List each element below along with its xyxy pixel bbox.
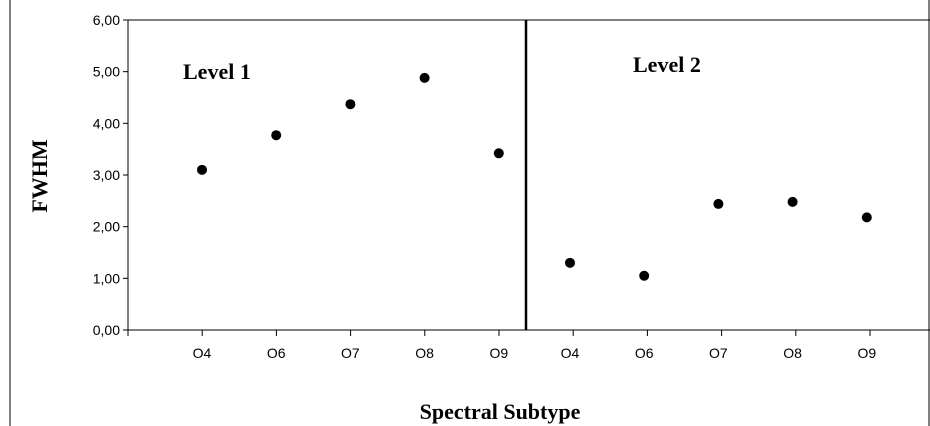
level-1-label: Level 1 [183, 59, 251, 84]
data-point [271, 130, 282, 141]
y-tick-label: 5,00 [93, 64, 120, 80]
data-point [197, 164, 207, 175]
data-point [345, 99, 356, 110]
x-tick-label: O7 [709, 345, 728, 361]
x-tick-label: O9 [489, 345, 508, 361]
data-point [639, 270, 650, 281]
y-tick-label: 3,00 [93, 167, 120, 183]
x-tick-label: O6 [635, 345, 654, 361]
x-axis-ticks: O4 O6 O7 O8 O9 O4 O6 O7 O8 O9 [127, 330, 876, 361]
data-point [861, 212, 872, 223]
x-tick-label: O9 [857, 345, 876, 361]
data-point [787, 196, 798, 207]
x-tick-label: O4 [193, 345, 212, 361]
x-tick-label: O6 [267, 345, 286, 361]
data-point [493, 148, 504, 159]
y-axis-ticks: 0,00 1,00 2,00 3,00 4,00 5,00 6,00 [93, 12, 128, 338]
x-tick-label: O7 [341, 345, 360, 361]
data-point [565, 257, 575, 268]
y-tick-label: 6,00 [93, 12, 120, 28]
y-tick-label: 2,00 [93, 219, 120, 235]
y-tick-label: 4,00 [93, 115, 120, 131]
data-point [713, 198, 724, 209]
data-point [419, 72, 430, 83]
x-tick-label: O8 [783, 345, 802, 361]
x-tick-label: O8 [415, 345, 434, 361]
x-tick-label: O4 [561, 345, 580, 361]
y-tick-label: 1,00 [93, 270, 120, 286]
data-points [197, 72, 872, 281]
y-tick-label: 0,00 [93, 322, 120, 338]
level-2-label: Level 2 [633, 52, 701, 77]
y-axis-title: FWHM [27, 139, 52, 213]
x-axis-title: Spectral Subtype [420, 399, 581, 424]
